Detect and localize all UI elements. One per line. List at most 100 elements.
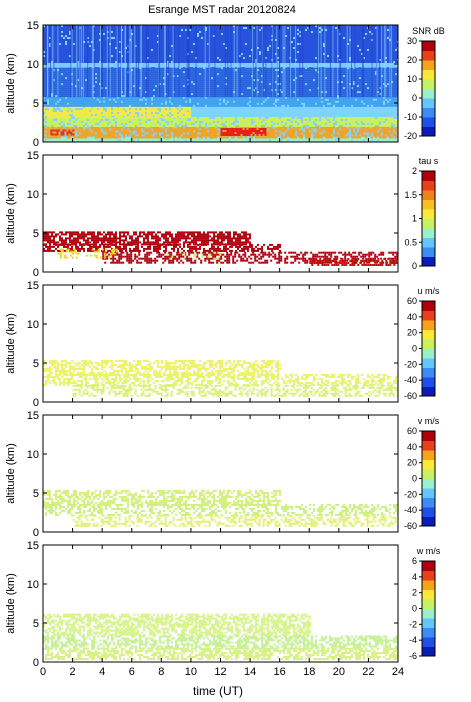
data-cell: [259, 75, 261, 78]
data-cell: [161, 96, 163, 99]
data-cell: [117, 125, 119, 127]
data-cell: [131, 104, 133, 107]
data-cell: [201, 69, 203, 72]
data-cell: [259, 125, 261, 127]
data-cell: [248, 128, 251, 130]
data-cell: [223, 121, 225, 123]
data-cell: [307, 83, 309, 86]
data-cell: [293, 75, 295, 78]
data-cell: [209, 134, 211, 137]
data-cell: [67, 85, 69, 88]
data-cell: [305, 71, 307, 74]
data-cell: [77, 123, 79, 125]
data-cell: [61, 67, 63, 70]
data-cell: [85, 134, 87, 137]
data-cell: [177, 123, 179, 125]
data-cell: [155, 114, 157, 117]
data-cell: [359, 75, 361, 78]
data-cell: [51, 136, 53, 139]
data-cell: [63, 77, 65, 80]
data-cell: [265, 100, 267, 103]
data-cell: [49, 104, 51, 107]
data-cell: [347, 104, 349, 107]
data-cell: [107, 102, 109, 105]
data-cell: [245, 98, 247, 101]
data-cell: [227, 125, 229, 127]
data-cell: [323, 85, 325, 88]
data-cell: [123, 106, 125, 109]
data-cell: [213, 79, 215, 82]
data-cell: [347, 136, 349, 139]
data-cell: [261, 85, 263, 88]
data-cell: [55, 125, 57, 127]
data-cell: [195, 98, 197, 101]
data-cell: [235, 132, 237, 135]
data-cell: [137, 108, 139, 111]
data-cell: [207, 121, 209, 123]
data-cell: [391, 136, 393, 139]
data-cell: [81, 100, 83, 103]
data-cell: [391, 132, 393, 135]
data-cell: [279, 128, 281, 131]
data-cell: [331, 96, 333, 99]
data-cell: [111, 102, 113, 105]
data-cell: [123, 75, 125, 78]
data-cell: [273, 79, 275, 82]
data-cell: [59, 139, 61, 142]
data-cell: [349, 121, 351, 123]
data-cell: [59, 116, 61, 119]
data-cell: [255, 134, 257, 137]
data-cell: [285, 126, 287, 129]
data-cell: [49, 136, 51, 139]
data-cell: [267, 123, 269, 125]
data-cell: [56, 131, 59, 134]
data-cell: [221, 136, 223, 139]
data-cell: [163, 110, 165, 113]
data-cell: [149, 77, 151, 80]
data-cell: [83, 79, 85, 82]
data-cell: [169, 134, 171, 137]
data-cell: [287, 96, 289, 99]
data-cell: [61, 126, 63, 129]
data-cell: [189, 73, 191, 76]
data-cell: [145, 136, 147, 139]
data-cell: [59, 77, 61, 80]
data-cell: [85, 136, 87, 139]
data-cell: [323, 139, 325, 142]
data-cell: [215, 128, 217, 131]
data-cell: [43, 77, 45, 80]
data-cell: [183, 123, 185, 125]
data-cell: [109, 130, 111, 133]
data-cell: [155, 100, 157, 103]
data-cell: [331, 69, 333, 72]
data-cell: [373, 75, 375, 78]
data-cell: [289, 136, 291, 139]
data-cell: [43, 126, 45, 129]
data-cell: [355, 139, 357, 142]
data-cell: [65, 73, 67, 76]
data-cell: [111, 110, 113, 113]
data-cell: [163, 81, 165, 84]
data-cell: [333, 73, 335, 76]
data-cell: [111, 77, 113, 80]
data-cell: [167, 67, 169, 70]
data-cell: [309, 79, 311, 82]
data-cell: [211, 75, 213, 78]
data-cell: [321, 85, 323, 88]
data-cell: [315, 126, 317, 129]
data-cell: [395, 125, 397, 127]
data-cell: [107, 116, 109, 119]
data-cell: [395, 128, 397, 131]
data-cell: [119, 83, 121, 86]
data-cell: [245, 136, 247, 139]
data-cell: [121, 132, 123, 135]
data-cell: [165, 73, 167, 76]
data-cell: [49, 112, 51, 115]
data-cell: [97, 67, 99, 70]
data-cell: [393, 132, 395, 135]
data-cell: [143, 116, 145, 119]
data-cell: [319, 121, 321, 123]
data-cell: [311, 121, 313, 123]
data-cell: [119, 100, 121, 103]
data-cell: [237, 119, 239, 121]
